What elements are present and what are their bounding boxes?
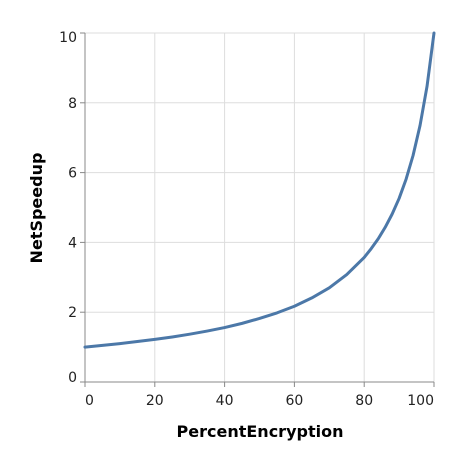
series-line — [83, 31, 436, 349]
y-tick-label: 8 — [68, 96, 77, 112]
x-tick-label: 0 — [85, 393, 94, 409]
x-tick-label: 20 — [146, 393, 164, 409]
axes — [80, 32, 435, 387]
tick-labels: 0 20 40 60 80 100 0 2 4 6 8 10 — [59, 30, 434, 409]
x-tick-label: 40 — [216, 393, 234, 409]
y-tick-label: 0 — [68, 370, 77, 386]
x-tick-label: 100 — [407, 393, 434, 409]
y-tick-label: 6 — [68, 166, 77, 182]
grid — [84, 32, 435, 383]
x-tick-label: 60 — [285, 393, 303, 409]
y-tick-label: 4 — [68, 235, 77, 251]
y-tick-label: 2 — [68, 305, 77, 321]
y-axis-title: NetSpeedup — [27, 153, 46, 264]
series-group — [83, 31, 436, 349]
x-tick-label: 80 — [355, 393, 373, 409]
y-tick-label: 10 — [59, 30, 77, 46]
x-axis-title: PercentEncryption — [177, 422, 344, 441]
